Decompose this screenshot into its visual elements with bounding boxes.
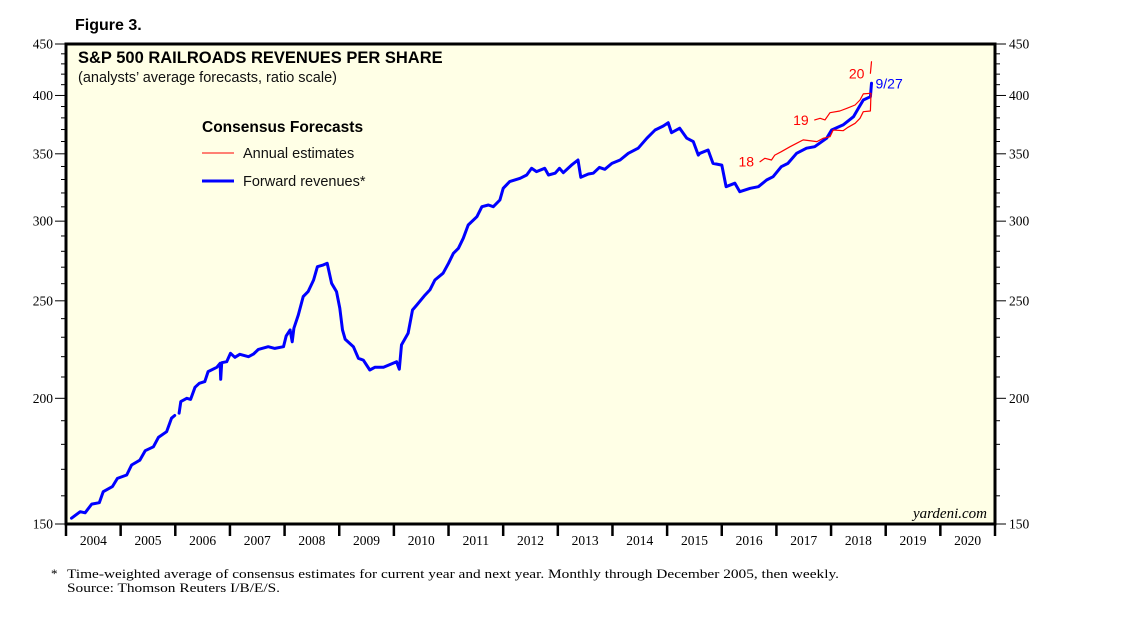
x-tick-label: 2007 xyxy=(244,533,271,548)
figure-label: Figure 3. xyxy=(75,17,142,34)
legend-label-annual-estimates: Annual estimates xyxy=(243,146,354,162)
series-annual-estimate xyxy=(814,92,871,121)
y-tick-label-left: 250 xyxy=(33,293,54,308)
y-tick-label-left: 200 xyxy=(33,391,54,406)
y-tick-label-right: 400 xyxy=(1009,88,1030,103)
x-tick-label: 2019 xyxy=(900,533,927,548)
y-tick-label-left: 450 xyxy=(33,37,54,52)
x-tick-label: 2010 xyxy=(408,533,435,548)
plot-frame xyxy=(64,42,997,526)
x-tick-label: 2016 xyxy=(736,533,763,548)
x-tick-label: 2020 xyxy=(954,533,981,548)
annotation-year-label: 19 xyxy=(793,112,809,128)
series-annual-estimate xyxy=(869,61,873,74)
y-tick-label-right: 450 xyxy=(1009,37,1030,52)
plot-area xyxy=(66,44,995,524)
x-tick-label: 2017 xyxy=(790,533,817,548)
legend-title: Consensus Forecasts xyxy=(202,119,363,136)
x-tick-label: 2011 xyxy=(463,533,490,548)
annotations: 9/27 18 19 20 xyxy=(738,65,903,169)
watermark: yardeni.com xyxy=(911,506,987,522)
y-tick-label-left: 400 xyxy=(33,88,54,103)
y-tick-label-right: 200 xyxy=(1009,391,1030,406)
y-tick-label-right: 350 xyxy=(1009,146,1030,161)
legend-label-forward-revenues: Forward revenues* xyxy=(243,174,366,190)
x-tick-label: 2018 xyxy=(845,533,872,548)
x-tick-label: 2004 xyxy=(80,533,107,548)
y-tick-label-right: 300 xyxy=(1009,214,1030,229)
x-tick-label: 2015 xyxy=(681,533,708,548)
annotation-year-label: 18 xyxy=(738,154,754,170)
x-tick-label: 2009 xyxy=(353,533,380,548)
y-tick-label-left: 300 xyxy=(33,214,54,229)
series-forward-revenues xyxy=(70,414,177,520)
annotation-date-label: 9/27 xyxy=(875,75,902,91)
x-tick-label: 2005 xyxy=(134,533,161,548)
legend: Consensus Forecasts Annual estimates For… xyxy=(202,119,366,190)
series-layer xyxy=(70,61,873,520)
x-tick-label: 2013 xyxy=(572,533,599,548)
x-tick-label: 2006 xyxy=(189,533,216,548)
x-tick-label: 2012 xyxy=(517,533,544,548)
y-tick-label-right: 250 xyxy=(1009,293,1030,308)
footnote-marker: * xyxy=(51,566,58,581)
series-annual-estimate xyxy=(759,92,872,163)
y-tick-label-right: 150 xyxy=(1009,517,1030,532)
annotation-year-label: 20 xyxy=(849,65,865,81)
source-text: Source: Thomson Reuters I/B/E/S. xyxy=(67,580,280,595)
x-tick-label: 2014 xyxy=(626,533,653,548)
chart-title: S&P 500 RAILROADS REVENUES PER SHARE xyxy=(78,49,443,67)
footnote-text: Time-weighted average of consensus estim… xyxy=(67,566,839,581)
chart-subtitle: (analysts’ average forecasts, ratio scal… xyxy=(78,70,337,86)
series-forward-revenues xyxy=(177,81,873,415)
y-tick-label-left: 350 xyxy=(33,146,54,161)
x-tick-label: 2008 xyxy=(298,533,325,548)
y-tick-label-left: 150 xyxy=(33,517,54,532)
axes: 150 150 200 200 250 250 300 300 350 350 400 400 450 4… xyxy=(33,37,1030,549)
